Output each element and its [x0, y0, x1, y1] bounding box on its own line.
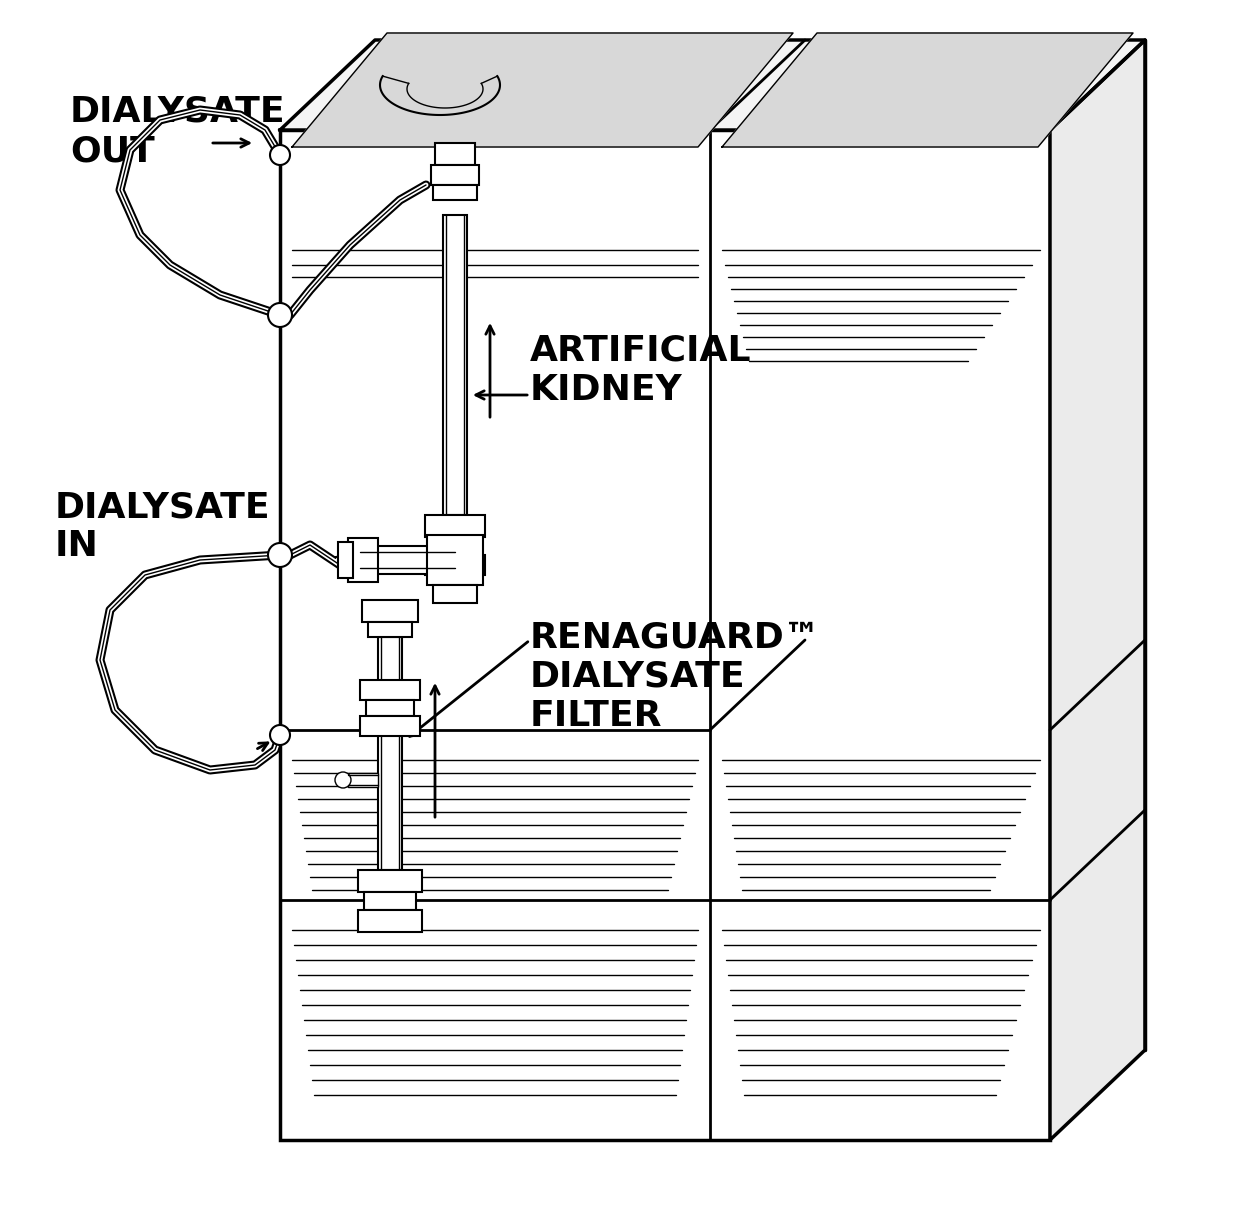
Bar	[432, 164, 479, 185]
Bar	[378, 637, 402, 870]
Polygon shape	[291, 33, 794, 147]
Bar	[358, 870, 422, 892]
Bar	[368, 622, 412, 637]
Bar	[425, 515, 485, 537]
Circle shape	[268, 303, 291, 326]
Bar	[433, 185, 477, 200]
Bar	[451, 575, 459, 590]
Circle shape	[335, 772, 351, 788]
Bar	[435, 143, 475, 164]
Text: RENAGUARD™
DIALYSATE
FILTER: RENAGUARD™ DIALYSATE FILTER	[529, 620, 821, 733]
Circle shape	[270, 725, 290, 745]
Bar	[339, 542, 353, 579]
Bar	[360, 546, 480, 574]
Bar	[443, 216, 467, 515]
Bar	[280, 130, 1050, 1140]
Text: DIALYSATE
IN: DIALYSATE IN	[55, 490, 270, 564]
Bar	[360, 716, 420, 736]
Bar	[348, 773, 378, 787]
Circle shape	[270, 145, 290, 164]
Polygon shape	[1050, 40, 1145, 1140]
Bar	[362, 600, 418, 622]
Polygon shape	[280, 40, 1145, 130]
Bar	[433, 585, 477, 603]
Text: DIALYSATE
OUT: DIALYSATE OUT	[69, 95, 285, 168]
Bar	[358, 910, 422, 932]
Bar	[360, 680, 420, 700]
Circle shape	[268, 543, 291, 568]
Bar	[427, 535, 484, 585]
Bar	[425, 555, 485, 575]
Text: ARTIFICIAL
KIDNEY: ARTIFICIAL KIDNEY	[529, 334, 751, 407]
Polygon shape	[722, 33, 1133, 147]
Bar	[365, 892, 415, 910]
Bar	[348, 538, 378, 582]
Bar	[432, 537, 479, 555]
Bar	[366, 700, 414, 716]
